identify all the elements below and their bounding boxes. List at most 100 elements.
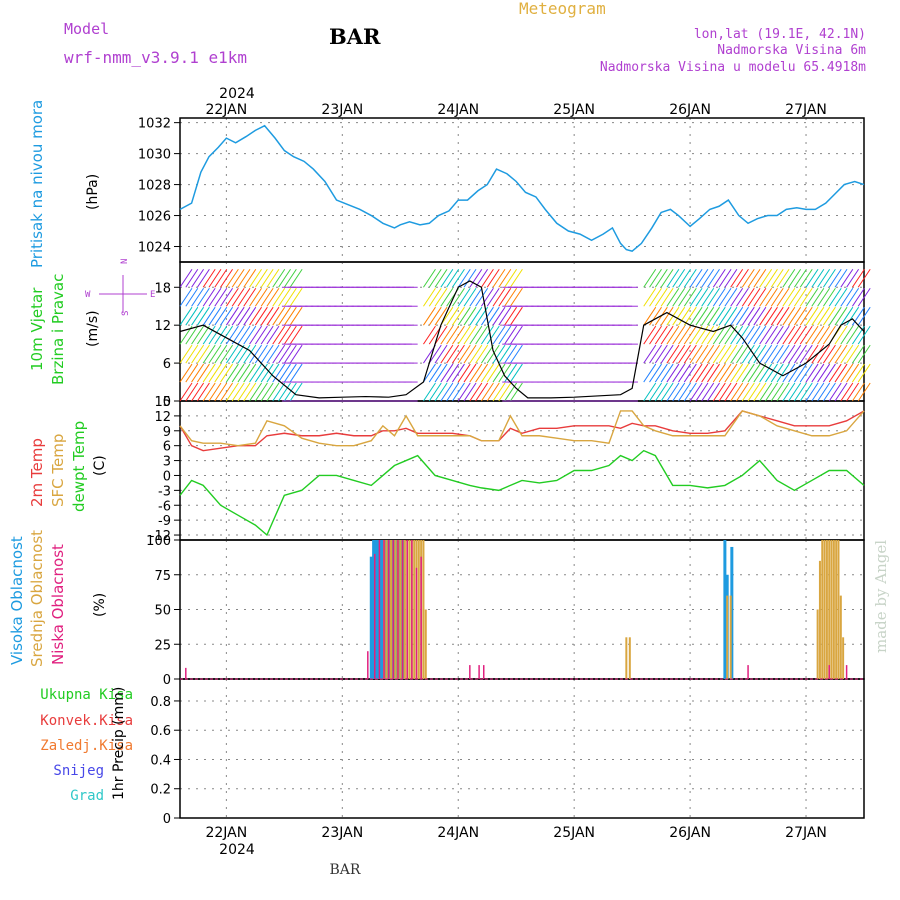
wind-barb (828, 306, 842, 326)
wind-barb (736, 382, 749, 402)
wind-barb (428, 382, 442, 402)
wind-barb (202, 363, 216, 383)
wind-barb (759, 268, 773, 288)
wind-barb (678, 325, 691, 345)
wind-barb (243, 363, 257, 383)
wind-barb (225, 287, 239, 307)
wind-barb (701, 344, 715, 364)
wind-barb (759, 306, 773, 326)
cloud-bar-mid (823, 540, 826, 679)
wind-barb (214, 306, 228, 326)
cloud-bar-low (392, 540, 395, 679)
y-tick-label: 75 (154, 569, 171, 584)
wind-barb (202, 344, 216, 364)
wind-barb (475, 287, 489, 307)
wind-barb (283, 306, 297, 326)
wind-barb (718, 287, 732, 307)
cloud-bar-low (469, 665, 471, 679)
wind-barb (452, 306, 465, 326)
model-name: wrf-nmm_v3.9.1 e1km (64, 48, 247, 67)
wind-barb (220, 325, 233, 345)
wind-barb (254, 268, 268, 288)
wind-ylabel-1: 10m Vjetar (28, 287, 46, 371)
cloud-bar-mid (835, 540, 838, 679)
wind-barb (724, 363, 738, 383)
wind-barb (237, 344, 251, 364)
cloud-bar-low (406, 540, 408, 679)
wind-barb (481, 287, 494, 307)
wind-barb (776, 268, 790, 288)
cloud-bar-mid (729, 595, 732, 679)
y-tick-label: -9 (158, 514, 171, 529)
wind-barb (823, 325, 836, 345)
wind-barb (683, 325, 697, 345)
wind-barb (237, 325, 251, 345)
wind-barb (660, 344, 674, 364)
wind-barb (486, 382, 500, 402)
wind-barb (220, 344, 233, 364)
wind-barb (643, 344, 657, 364)
wind-barb (689, 268, 703, 288)
wind-barb (672, 344, 686, 364)
wind-barb (423, 382, 436, 402)
cloud-bar-low (420, 556, 422, 679)
wind-barb (817, 325, 831, 345)
wind-barb (440, 287, 454, 307)
cloud-bar-high (381, 540, 385, 679)
wind-barb (272, 363, 286, 383)
wind-barb (782, 306, 796, 326)
wind-barb (196, 287, 210, 307)
y-tick-label: 3 (163, 455, 171, 470)
wind-barb (278, 306, 291, 326)
precip-legend-total: Ukupna Kisa (40, 687, 133, 703)
wind-barb (799, 325, 813, 345)
model-label: Model (64, 20, 109, 38)
wind-barb (463, 363, 477, 383)
wind-barb (266, 268, 280, 288)
wind-barb (643, 268, 657, 288)
wind-barb (289, 363, 303, 383)
wind-speed-line (179, 280, 865, 399)
wind-barb (654, 382, 668, 402)
cloud-bar-high (372, 540, 376, 679)
wind-barb (254, 306, 268, 326)
wind-barb (185, 268, 199, 288)
wind-barb (220, 287, 233, 307)
wind-barb (231, 363, 245, 383)
wind-barb (185, 325, 199, 345)
cloud-bar-mid (726, 595, 729, 679)
precip-legend-frozen: Zaledj.Kisa (40, 738, 133, 754)
wind-barb (747, 325, 761, 345)
wind-barb (486, 363, 500, 383)
wind-barb (654, 325, 668, 345)
wind-barb (266, 325, 280, 345)
wind-barb (701, 287, 715, 307)
wind-barb (794, 382, 807, 402)
wind-barb (179, 287, 193, 307)
wind-barb (770, 344, 784, 364)
wind-barb (799, 268, 813, 288)
cloud-bar-low (482, 665, 485, 679)
wind-barb (759, 382, 773, 402)
cloud-bar-mid (628, 637, 631, 679)
wind-barb (498, 287, 512, 307)
wind-barb (283, 287, 297, 307)
wind-barb (440, 363, 454, 383)
wind-barb (481, 382, 494, 402)
wind-barb (208, 306, 222, 326)
wind-barb (283, 382, 297, 402)
wind-barb (678, 363, 691, 383)
wind-barb (243, 325, 257, 345)
cloud-bar-high (376, 540, 380, 679)
wind-barb (811, 363, 825, 383)
wind-barb (851, 344, 865, 364)
wind-barb (231, 382, 245, 402)
wind-barb (498, 363, 512, 383)
wind-barb (457, 287, 471, 307)
wind-barb (851, 382, 865, 402)
product-title: Meteogram (519, 0, 606, 18)
cloud-bar-high (390, 540, 394, 679)
cloud-bar-high (395, 540, 399, 679)
cloud-bar-low (383, 540, 385, 679)
cloud-bar-mid (424, 609, 427, 679)
